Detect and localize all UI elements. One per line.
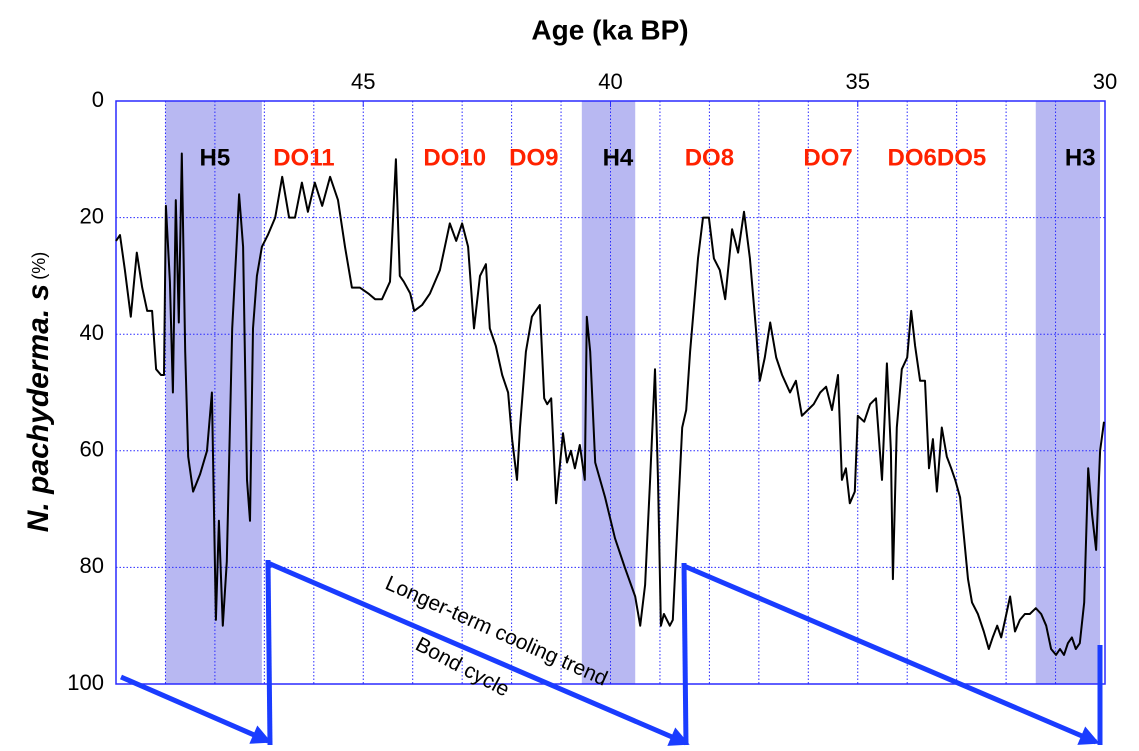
y-tick-label: 40 [80,320,104,345]
y-label-unit: (%) [29,252,49,280]
arrow [683,563,1100,745]
arrow [120,674,272,744]
y-label-main: N. pachyderma. s [22,284,55,532]
y-tick-label: 20 [80,203,104,228]
x-tick-label: 40 [598,69,622,94]
y-axis-label: N. pachyderma. s (%) [22,252,55,532]
x-tick-label: 45 [351,69,375,94]
y-tick-label: 80 [80,553,104,578]
event-label: DO9 [509,145,558,172]
marks [115,152,1105,656]
arrow-line [265,559,273,746]
event-label: DO8 [685,145,734,172]
bond-cycle-arrows [120,559,1103,746]
event-label: H5 [200,145,231,172]
event-label: H3 [1065,145,1096,172]
event-label: DO6DO5 [888,145,987,172]
event-band [1035,101,1101,684]
arrow [267,560,690,746]
y-tick-label: 100 [67,670,104,695]
event-label: DO10 [423,145,486,172]
chart-title: Age (ka BP) [531,14,688,45]
x-tick-label: 30 [1093,69,1117,94]
event-label: DO11 [273,145,334,172]
y-tick-label: 60 [80,437,104,462]
event-band [165,101,262,684]
data-line [115,152,1105,656]
event-label: DO7 [803,145,852,172]
x-tick-label: 35 [846,69,870,94]
arrow-line [681,562,689,746]
bands [165,101,1101,684]
y-tick-label: 0 [92,87,104,112]
event-band [581,101,636,684]
event-label: H4 [603,145,634,172]
